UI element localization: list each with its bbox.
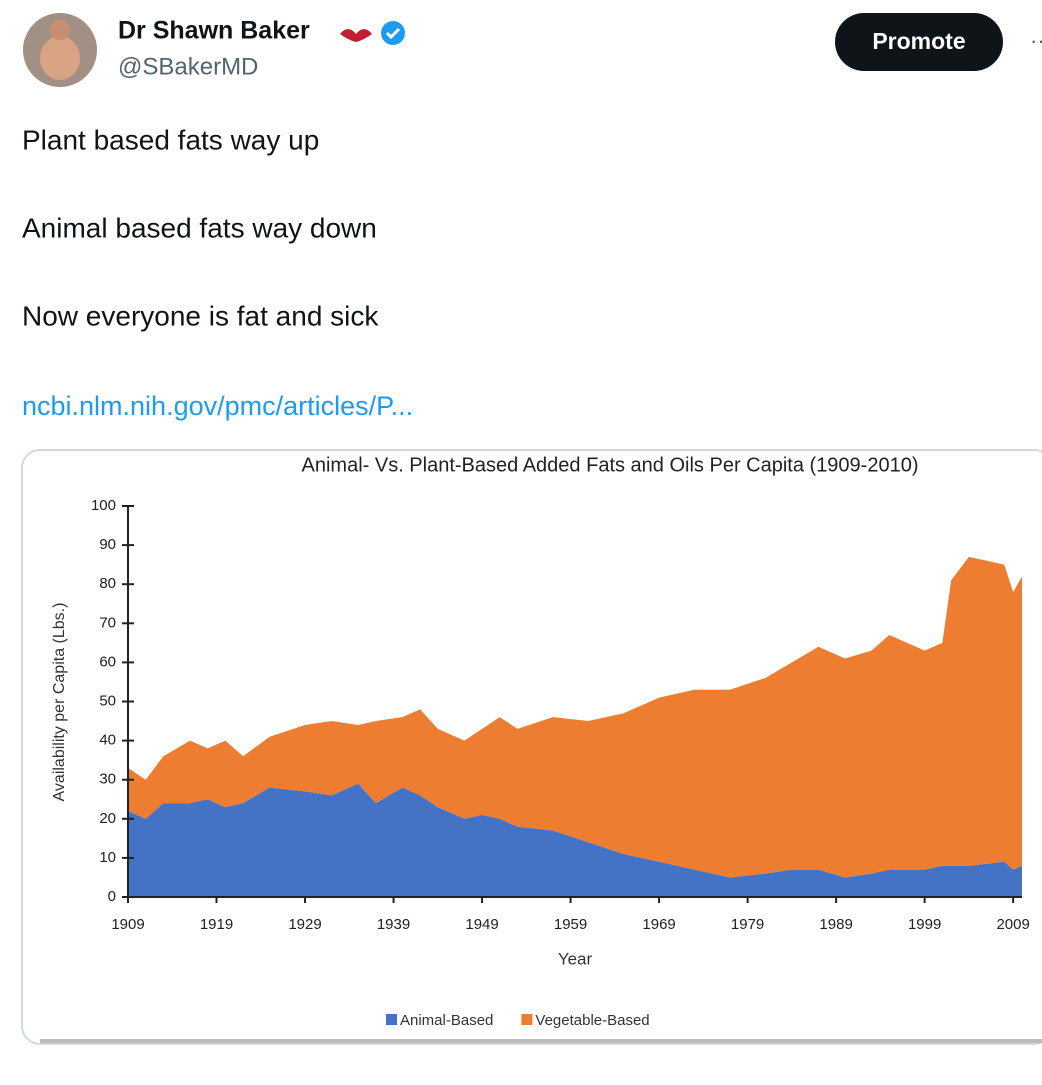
y-tick-label: 40 (99, 732, 116, 749)
y-tick-label: 100 (91, 497, 116, 514)
x-tick-label: 1919 (200, 916, 233, 933)
author-handle[interactable]: @SBakerMD (118, 53, 258, 80)
tweet-text: Now everyone is fat and sick (22, 300, 379, 331)
area (128, 556, 1022, 878)
x-axis-label: Year (558, 949, 593, 968)
emoji (340, 29, 372, 42)
x-tick-label: 2009 (996, 916, 1029, 933)
x-tick-label: 1969 (642, 916, 675, 933)
area (128, 783, 1022, 897)
check (385, 27, 401, 40)
y-tick-label: 0 (108, 888, 116, 905)
chart-title: Animal- Vs. Plant-Based Added Fats and O… (302, 454, 919, 476)
y-tick-label: 90 (99, 536, 116, 553)
x-tick-label: 1999 (908, 916, 941, 933)
legend-swatch (521, 1014, 533, 1025)
promote-label[interactable]: Promote (872, 28, 965, 54)
x-tick-label: 1939 (377, 916, 410, 933)
y-tick-label: 70 (99, 614, 116, 631)
y-tick-label: 50 (99, 692, 116, 709)
x-tick-label: 1909 (111, 916, 144, 933)
promote-button[interactable] (835, 13, 1003, 71)
tweet-link[interactable]: ncbi.nlm.nih.gov/pmc/articles/P... (22, 391, 413, 421)
y-tick-label: 60 (99, 653, 116, 670)
legend-label: Animal-Based (400, 1012, 493, 1029)
author-name[interactable]: Dr Shawn Baker (118, 17, 310, 45)
avatar[interactable] (23, 13, 97, 87)
more[interactable]: ·· (1030, 28, 1042, 53)
x-tick-label: 1989 (819, 916, 852, 933)
x-tick-label: 1979 (731, 916, 764, 933)
y-tick-label: 20 (99, 810, 116, 827)
y-tick-label: 30 (99, 771, 116, 788)
legend-swatch (386, 1014, 397, 1025)
tweet-text: Plant based fats way up (22, 124, 319, 155)
tweet-text: Animal based fats way down (22, 212, 377, 243)
x-tick-label: 1959 (554, 916, 587, 933)
y-axis-label: Availability per Capita (Lbs.) (51, 603, 68, 802)
legend-label: Vegetable-Based (535, 1012, 649, 1029)
y-tick-label: 10 (99, 849, 116, 866)
x-tick-label: 1929 (288, 916, 321, 933)
x-tick-label: 1949 (465, 916, 498, 933)
y-tick-label: 80 (99, 575, 116, 592)
